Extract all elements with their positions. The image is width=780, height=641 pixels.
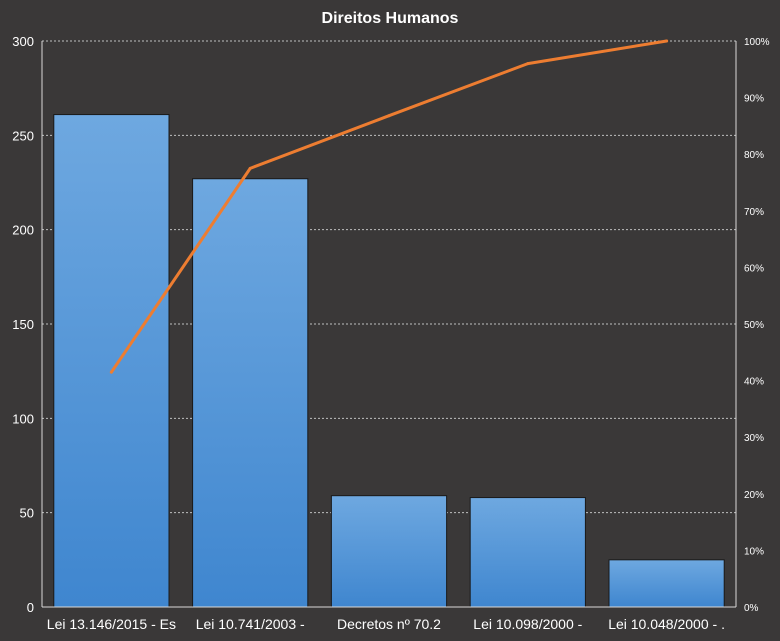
y2-tick-label: 0% [744,603,759,614]
y-tick-label: 0 [27,600,34,615]
y-axis-left: 0 50 100 150 200 250 300 [12,34,43,615]
y2-tick-label: 40% [744,377,764,388]
y-tick-label: 200 [12,223,34,238]
y-tick-label: 150 [12,317,34,332]
x-tick-label: Lei 10.048/2000 - . [608,616,725,632]
y2-tick-label: 60% [744,263,764,274]
y-tick-label: 50 [20,506,34,521]
x-tick-label: Lei 13.146/2015 - Es [47,616,176,632]
line-point [248,166,252,170]
y-tick-label: 250 [12,128,34,143]
line-point [387,114,391,118]
bar [53,114,170,608]
cumulative-line [109,39,669,374]
x-tick-label: Lei 10.741/2003 - [196,616,305,632]
y2-tick-label: 70% [744,207,764,218]
y-tick-label: 100 [12,411,34,426]
y-axis-right: 0% 10% 20% 30% 40% 50% 60% 70% 80% 90% 100% [735,37,770,614]
line-point [109,370,113,374]
bar [608,559,725,608]
bars [53,114,725,608]
y2-tick-label: 100% [744,37,770,48]
chart-title: Direitos Humanos [322,10,459,27]
line-point [665,39,669,43]
y2-tick-label: 30% [744,433,764,444]
x-tick-label: Decretos nº 70.2 [337,616,441,632]
bar [469,497,586,608]
y2-tick-label: 80% [744,150,764,161]
line-point [526,62,530,66]
y-tick-label: 300 [12,34,34,49]
y2-tick-label: 10% [744,546,764,557]
y2-tick-label: 20% [744,490,764,501]
y2-tick-label: 90% [744,94,764,105]
y2-tick-label: 50% [744,320,764,331]
bar [330,495,448,608]
x-tick-label: Lei 10.098/2000 - [473,616,582,632]
bar [192,178,309,608]
x-axis: Lei 13.146/2015 - Es Lei 10.741/2003 - Dec… [42,606,736,632]
